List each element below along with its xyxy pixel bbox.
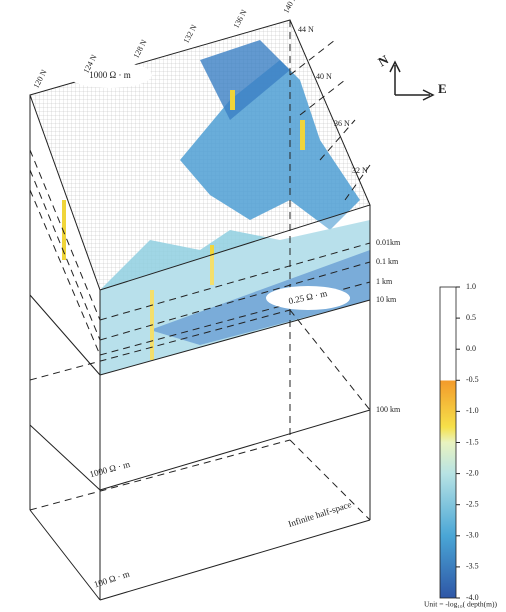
compass-east: E bbox=[438, 81, 447, 96]
region-label: Infinite half-space bbox=[287, 499, 353, 529]
latitude-label: 32 N bbox=[352, 166, 368, 175]
longitude-label: 136 N bbox=[231, 8, 248, 30]
depth-label: 0.1 km bbox=[376, 257, 399, 266]
depth-label: 0.01km bbox=[376, 238, 401, 247]
colorbar-tick-label: 0.5 bbox=[466, 313, 476, 322]
figure: 120 N124 N128 N132 N136 N140 N44 N40 N36… bbox=[0, 0, 506, 612]
colorbar-tick-label: -3.0 bbox=[466, 531, 479, 540]
colorbar-tick-label: 0.0 bbox=[466, 344, 476, 353]
colorbar-tick-label: -2.5 bbox=[466, 500, 479, 509]
longitude-label: 132 N bbox=[181, 23, 198, 45]
latitude-label: 36 N bbox=[334, 119, 350, 128]
colorbar-tick-label: -1.0 bbox=[466, 406, 479, 415]
colorbar-tick-label: -3.5 bbox=[466, 562, 479, 571]
colorbar-tick-label: -1.5 bbox=[466, 437, 479, 446]
longitude-label: 128 N bbox=[131, 38, 148, 60]
latitude-label: 40 N bbox=[316, 72, 332, 81]
colorbar-tick-label: -2.0 bbox=[466, 468, 479, 477]
longitude-label: 120 N bbox=[31, 68, 48, 90]
colorbar-tick-label: 1.0 bbox=[466, 282, 476, 291]
depth-label: 1 km bbox=[376, 277, 393, 286]
region-label: 1000 Ω · m bbox=[88, 459, 131, 479]
colorbar bbox=[440, 287, 456, 598]
depth-label: 100 km bbox=[376, 405, 401, 414]
longitude-label: 140 N bbox=[281, 0, 298, 15]
colorbar-tick-label: -0.5 bbox=[466, 375, 479, 384]
latitude-label: 44 N bbox=[298, 25, 314, 34]
colorbar-unit: Unit = -log₁₀( depth(m)) bbox=[424, 600, 497, 609]
depth-label: 10 km bbox=[376, 295, 397, 304]
region-label: 1000 Ω · m bbox=[89, 70, 130, 80]
region-label: 100 Ω · m bbox=[93, 569, 131, 590]
compass-north: N bbox=[375, 52, 391, 70]
